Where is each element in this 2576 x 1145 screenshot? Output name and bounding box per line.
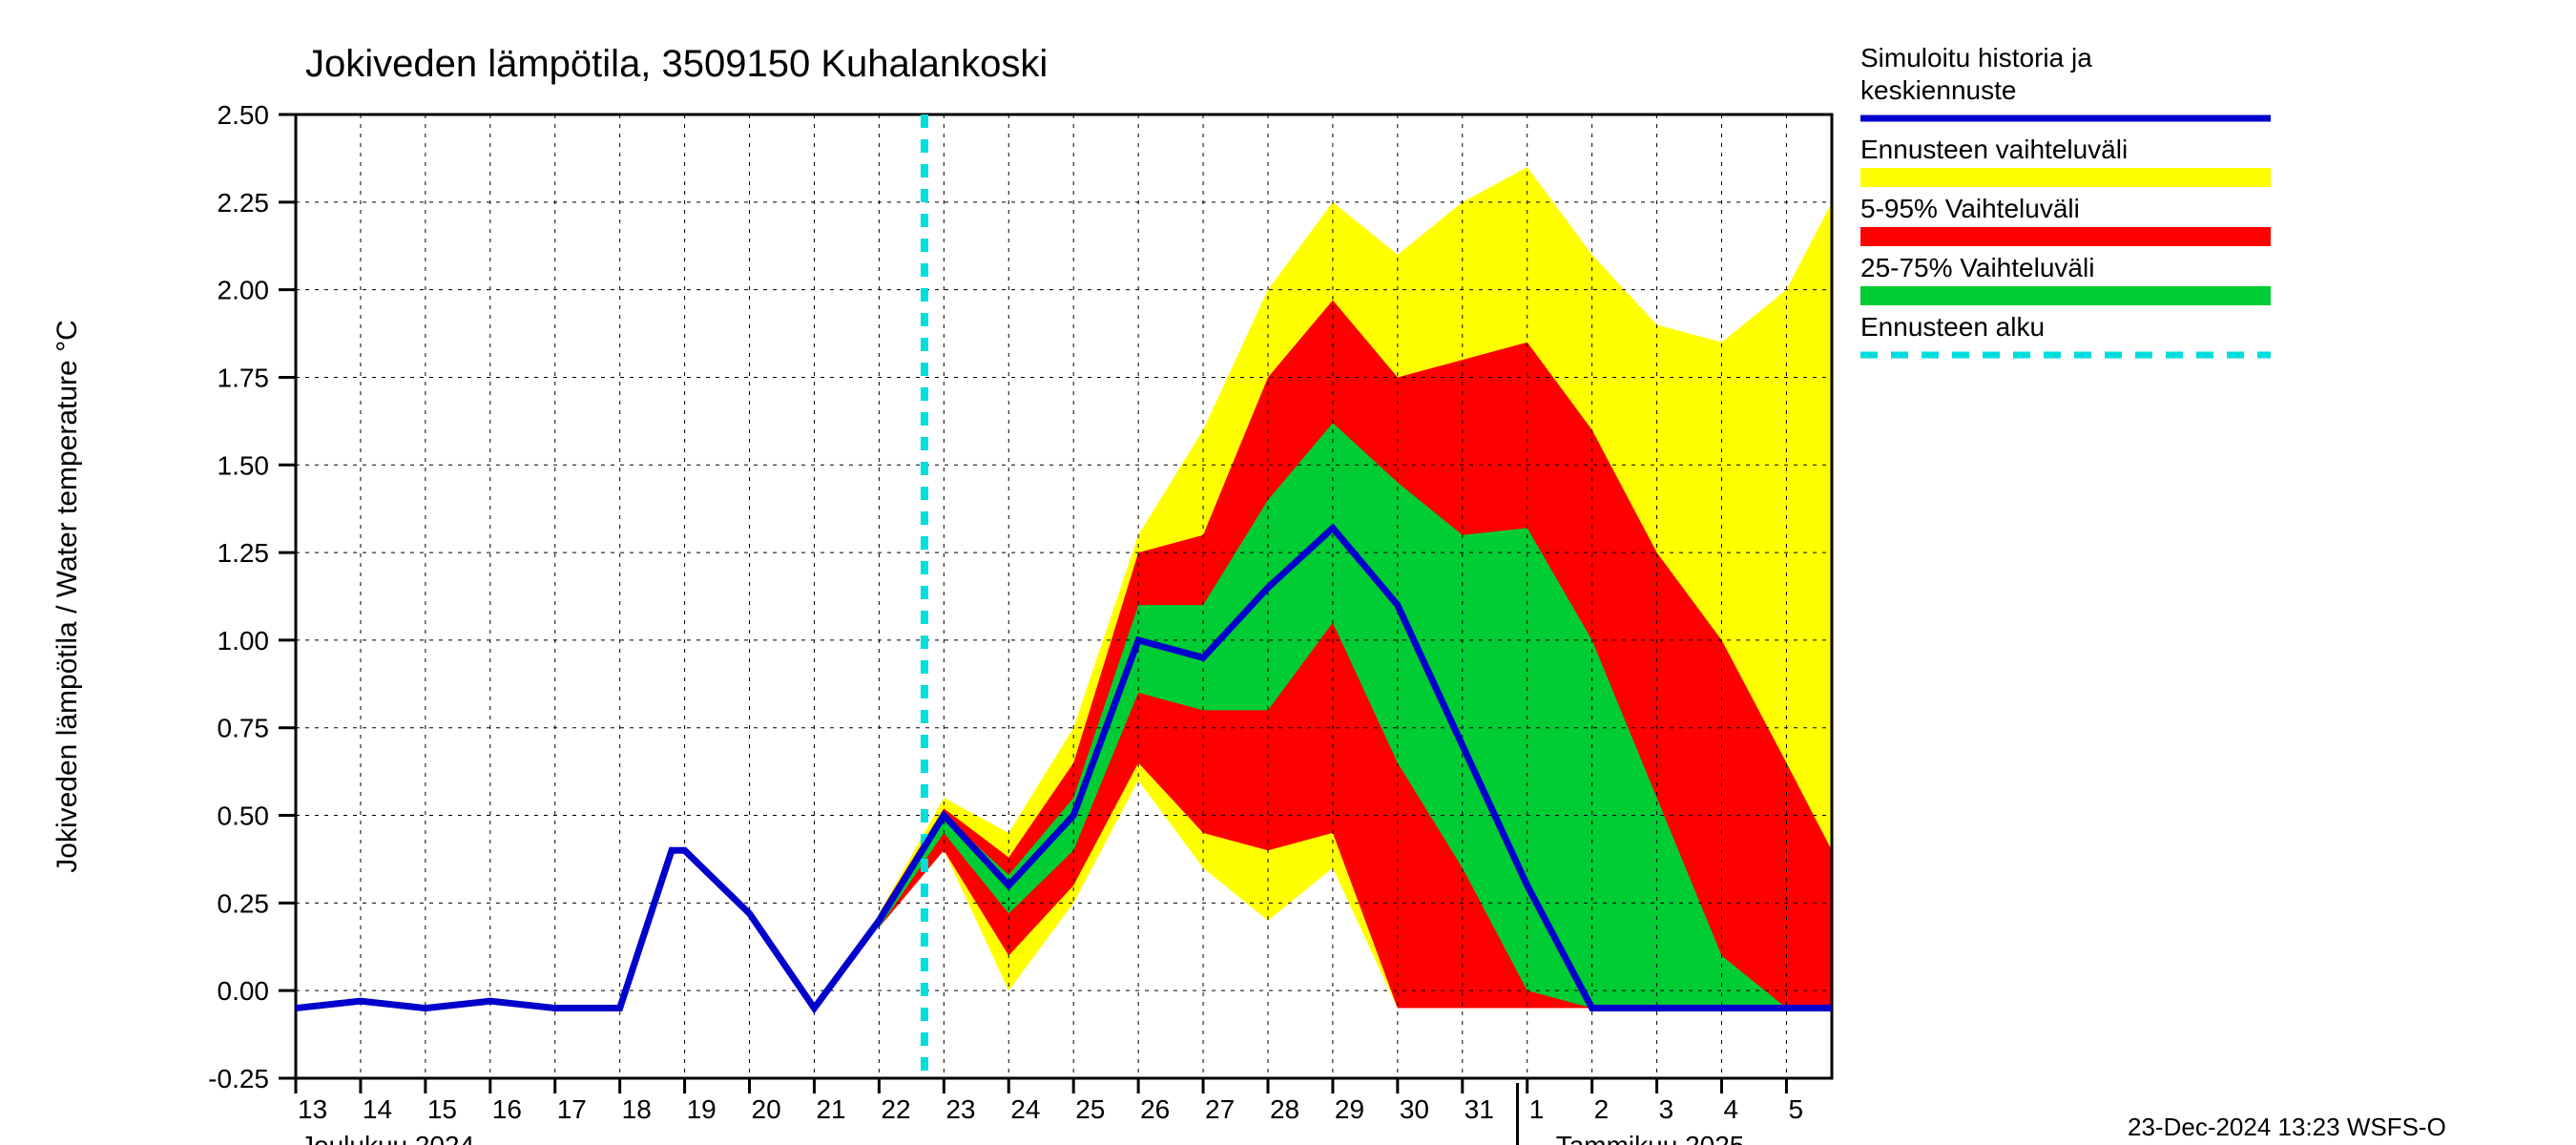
ytick-label: 1.00 — [218, 626, 270, 656]
legend-label: 25-75% Vaihteluväli — [1860, 253, 2094, 282]
xtick-label: 2 — [1594, 1094, 1610, 1124]
legend-swatch — [1860, 286, 2271, 305]
xtick-label: 21 — [816, 1094, 845, 1124]
xtick-label: 31 — [1465, 1094, 1494, 1124]
xtick-label: 20 — [752, 1094, 781, 1124]
month-label-fi-1: Joulukuu 2024 — [301, 1131, 474, 1145]
xtick-label: 22 — [881, 1094, 910, 1124]
chart-footer: 23-Dec-2024 13:23 WSFS-O — [2128, 1113, 2446, 1141]
xtick-label: 27 — [1205, 1094, 1235, 1124]
ytick-label: 2.00 — [218, 276, 270, 305]
xtick-label: 17 — [557, 1094, 587, 1124]
legend-swatch — [1860, 168, 2271, 187]
legend-label: 5-95% Vaihteluväli — [1860, 194, 2080, 223]
y-axis-title: Jokiveden lämpötila / Water temperature … — [52, 320, 83, 872]
xtick-label: 5 — [1788, 1094, 1803, 1124]
ytick-label: 0.25 — [218, 888, 270, 918]
xtick-label: 1 — [1529, 1094, 1545, 1124]
ytick-label: 1.50 — [218, 450, 270, 480]
xtick-label: 15 — [427, 1094, 457, 1124]
xtick-label: 30 — [1400, 1094, 1429, 1124]
xtick-label: 28 — [1270, 1094, 1299, 1124]
xtick-label: 18 — [622, 1094, 652, 1124]
xtick-label: 19 — [687, 1094, 717, 1124]
xtick-label: 16 — [492, 1094, 522, 1124]
xtick-label: 23 — [945, 1094, 975, 1124]
xtick-label: 25 — [1075, 1094, 1105, 1124]
xtick-label: 14 — [363, 1094, 392, 1124]
ytick-label: 1.25 — [218, 538, 270, 568]
ytick-label: 2.50 — [218, 100, 270, 130]
xtick-label: 13 — [298, 1094, 327, 1124]
chart-title: Jokiveden lämpötila, 3509150 Kuhalankosk… — [305, 43, 1048, 85]
xtick-label: 26 — [1140, 1094, 1170, 1124]
legend-label: Simuloitu historia ja — [1860, 43, 2092, 73]
xtick-label: 3 — [1659, 1094, 1674, 1124]
legend-label: keskiennuste — [1860, 75, 2016, 105]
ytick-label: -0.25 — [208, 1064, 269, 1093]
legend-swatch — [1860, 227, 2271, 246]
ytick-label: 2.25 — [218, 188, 270, 218]
xtick-label: 4 — [1724, 1094, 1739, 1124]
xtick-label: 29 — [1335, 1094, 1364, 1124]
legend-label: Ennusteen alku — [1860, 312, 2045, 342]
legend-label: Ennusteen vaihteluväli — [1860, 135, 2128, 164]
ytick-label: 1.75 — [218, 363, 270, 392]
ytick-label: 0.00 — [218, 976, 270, 1006]
ytick-label: 0.50 — [218, 802, 270, 831]
chart-svg: -0.25 0.00 0.25 0.50 0.75 1.00 1.25 1.50 1.75 2.0… — [0, 0, 2576, 1145]
ytick-label: 0.75 — [218, 714, 270, 743]
month-label-fi-2: Tammikuu 2025 — [1556, 1131, 1745, 1145]
xtick-label: 24 — [1010, 1094, 1040, 1124]
